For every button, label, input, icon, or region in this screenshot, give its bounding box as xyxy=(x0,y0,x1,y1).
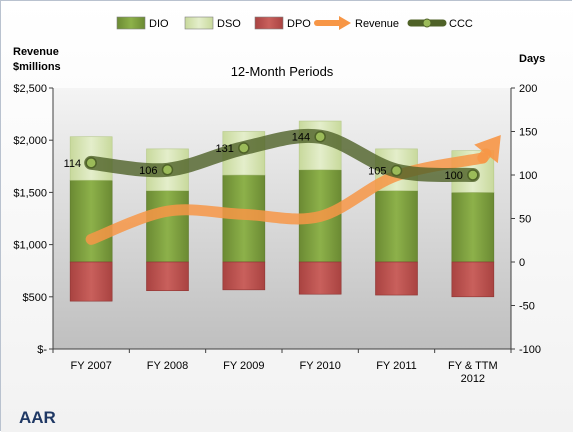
legend-label: DIO xyxy=(149,18,169,30)
ccc-data-label: 114 xyxy=(64,158,82,170)
legend-label: Revenue xyxy=(355,18,399,30)
ccc-marker xyxy=(467,169,479,181)
ccc-data-label: 144 xyxy=(292,132,310,144)
company-name: AAR xyxy=(19,408,56,427)
right-tick-label: 50 xyxy=(519,214,531,226)
dio-bar xyxy=(451,192,495,263)
left-tick-label: $500 xyxy=(23,292,47,304)
x-tick-label: FY 2011 xyxy=(376,360,417,372)
axes-layer: $- $500 $1,000 $1,500 $2,000 $2,500 -100 -50 0 50… xyxy=(13,83,541,385)
ccc-marker xyxy=(314,130,326,143)
x-tick-label: FY 2009 xyxy=(223,360,264,372)
dpo-bar xyxy=(451,261,495,298)
x-tick-label: FY 2007 xyxy=(70,360,111,372)
right-tick-label: 200 xyxy=(519,83,537,95)
legend-label: DPO xyxy=(287,18,311,30)
dpo-bar xyxy=(69,261,113,302)
ccc-data-label: 105 xyxy=(368,166,386,178)
ccc-data-label: 106 xyxy=(139,165,157,177)
left-axis-label-line-1: Revenue xyxy=(13,46,59,58)
right-tick-label: 0 xyxy=(519,257,525,269)
left-tick-label: $2,500 xyxy=(13,83,47,95)
ccc-line xyxy=(84,128,480,182)
left-tick-label: $1,000 xyxy=(13,240,47,252)
legend-revenue-arrow xyxy=(339,16,351,30)
revenue-arrow-shaft xyxy=(477,148,492,164)
right-tick-label: -100 xyxy=(519,344,541,356)
ccc-marker xyxy=(85,157,97,169)
x-tick-label: FY 2010 xyxy=(299,360,340,372)
left-tick-label: $- xyxy=(37,344,47,356)
left-tick-label: $2,000 xyxy=(13,135,47,147)
legend-label: CCC xyxy=(449,18,473,30)
dio-bar xyxy=(69,179,113,263)
revenue-arrow-head xyxy=(474,134,501,164)
legend-ccc-marker xyxy=(422,18,432,28)
left-axis-label-line-2: $millions xyxy=(13,61,61,73)
left-tick-label: $1,500 xyxy=(13,187,47,199)
ccc-marker xyxy=(238,142,250,154)
dio-bar xyxy=(375,190,418,263)
ccc-marker xyxy=(390,164,403,177)
dpo-bar xyxy=(375,261,418,296)
right-tick-label: 150 xyxy=(519,127,537,139)
ccc-marker xyxy=(161,164,174,176)
ccc-data-label: 131 xyxy=(215,143,233,155)
legend: DIO DSO DPO Revenue CCC xyxy=(116,16,473,30)
lines-layer: 114 106 131 144 105 100 xyxy=(64,128,501,245)
right-axis-label: Days xyxy=(519,53,545,65)
dpo-bar xyxy=(146,261,189,292)
x-tick-label: FY & TTM 2012 xyxy=(448,360,498,385)
dpo-bar xyxy=(222,261,266,291)
ccc-data-label: 100 xyxy=(444,170,462,182)
x-tick-label: FY 2008 xyxy=(147,360,188,372)
right-tick-label: -50 xyxy=(519,301,535,313)
chart-title: 12-Month Periods xyxy=(231,64,334,79)
right-tick-label: 100 xyxy=(519,170,537,182)
dpo-bar xyxy=(298,261,342,295)
legend-dso-swatch xyxy=(184,16,214,30)
legend-dpo-swatch xyxy=(254,16,284,30)
dio-bar xyxy=(146,190,189,263)
legend-dio-swatch xyxy=(116,16,146,30)
legend-label: DSO xyxy=(217,18,241,30)
